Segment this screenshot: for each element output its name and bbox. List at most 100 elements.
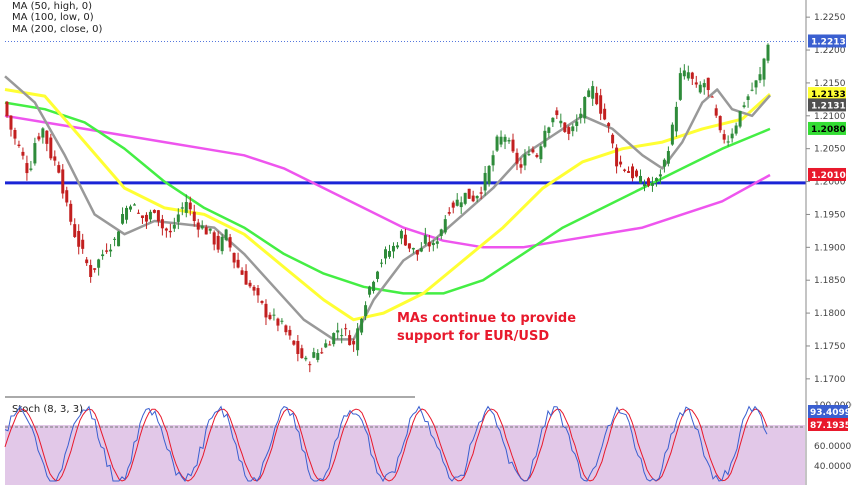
candle-body bbox=[180, 207, 184, 209]
candle-body bbox=[300, 348, 304, 359]
candle-body bbox=[244, 270, 248, 285]
annotation-line-1: MAs continue to provide bbox=[397, 311, 576, 326]
candle-body bbox=[678, 73, 682, 100]
candle-body bbox=[547, 127, 551, 133]
price-tick-label: 1.1950 bbox=[814, 210, 846, 220]
price-badge bbox=[808, 98, 846, 112]
candle-body bbox=[308, 364, 312, 366]
candle-body bbox=[551, 117, 555, 123]
candle-body bbox=[670, 124, 674, 145]
candle-body bbox=[387, 251, 391, 257]
candle-body bbox=[17, 144, 21, 146]
price-tick-label: 1.2200 bbox=[814, 46, 846, 56]
ma-yellow-line bbox=[4, 88, 772, 322]
moving-averages bbox=[4, 75, 772, 341]
candle-body bbox=[324, 343, 328, 348]
stoch-k-line bbox=[4, 405, 768, 483]
candle-body bbox=[352, 340, 356, 345]
annotation-line-2: support for EUR/USD bbox=[397, 329, 549, 344]
candle-body bbox=[21, 151, 25, 156]
candle-body bbox=[360, 318, 364, 333]
candle-body bbox=[129, 206, 133, 210]
candle-body bbox=[447, 212, 451, 214]
candle-body bbox=[336, 330, 340, 333]
candle-body bbox=[595, 92, 599, 105]
candle-body bbox=[407, 243, 411, 249]
candle-body bbox=[515, 152, 519, 164]
candle-body bbox=[5, 101, 9, 116]
candle-body bbox=[698, 84, 702, 93]
candle-body bbox=[475, 195, 479, 199]
candle-body bbox=[89, 265, 93, 277]
candle-body bbox=[499, 136, 503, 145]
price-panel bbox=[4, 40, 806, 398]
price-tick-label: 1.2250 bbox=[814, 13, 846, 23]
candle-body bbox=[288, 329, 292, 336]
candle-body bbox=[9, 115, 13, 130]
candle-body bbox=[758, 74, 762, 81]
candle-body bbox=[81, 239, 85, 249]
candle-body bbox=[591, 86, 595, 99]
candle-body bbox=[495, 136, 499, 151]
candle-body bbox=[216, 235, 220, 250]
candle-body bbox=[208, 228, 212, 231]
candle-body bbox=[686, 72, 690, 79]
candle-body bbox=[722, 134, 726, 140]
candle-body bbox=[41, 128, 45, 138]
price-tick-label: 1.2150 bbox=[814, 79, 846, 89]
candle-body bbox=[543, 130, 547, 147]
stoch-lines bbox=[4, 405, 768, 483]
stoch-d-line bbox=[4, 408, 768, 482]
candle-body bbox=[579, 113, 583, 118]
candle-body bbox=[587, 90, 591, 97]
candle-body bbox=[192, 211, 196, 221]
candle-body bbox=[730, 133, 734, 139]
candle-body bbox=[376, 271, 380, 279]
candle-body bbox=[364, 305, 368, 316]
candle-body bbox=[236, 259, 240, 268]
candle-body bbox=[491, 155, 495, 166]
candle-body bbox=[328, 344, 332, 346]
candle-body bbox=[754, 80, 758, 88]
candle-body bbox=[200, 225, 204, 229]
candle-body bbox=[121, 214, 125, 224]
stoch-badge-label: 87.1935 bbox=[810, 421, 851, 431]
candle-body bbox=[292, 340, 296, 345]
candle-body bbox=[25, 163, 29, 174]
candle-body bbox=[65, 190, 69, 203]
stoch-badge bbox=[808, 405, 848, 418]
candle-body bbox=[380, 262, 384, 264]
candle-body bbox=[631, 166, 635, 179]
candle-body bbox=[742, 105, 746, 108]
candle-body bbox=[196, 222, 200, 230]
candle-body bbox=[117, 231, 121, 247]
candle-body bbox=[29, 168, 33, 170]
candle-body bbox=[69, 203, 73, 222]
candle-body bbox=[411, 247, 415, 250]
price-axis: 1.2250 1.2200 1.2150 1.2100 1.2050 1.2000 1.19… bbox=[806, 13, 846, 385]
candle-body bbox=[435, 241, 439, 244]
candle-body bbox=[109, 249, 113, 252]
candle-body bbox=[682, 70, 686, 77]
price-tick-label: 1.2050 bbox=[814, 145, 846, 155]
candle-body bbox=[539, 146, 543, 160]
candle-body bbox=[316, 352, 320, 360]
candle-body bbox=[419, 248, 423, 252]
candle-body bbox=[37, 136, 41, 140]
candle-body bbox=[694, 82, 698, 85]
stoch-tick-label: 40.0000 bbox=[814, 462, 851, 472]
price-badge-label: 1.2133 bbox=[811, 90, 846, 100]
candle-body bbox=[503, 136, 507, 142]
candle-body bbox=[312, 352, 316, 358]
candle-body bbox=[483, 172, 487, 191]
candle-body bbox=[33, 143, 37, 164]
stoch-badges: 93.4099 87.1935 bbox=[808, 405, 851, 431]
price-badge bbox=[808, 34, 846, 48]
candle-body bbox=[105, 250, 109, 252]
candle-body bbox=[479, 192, 483, 194]
stoch-badge bbox=[808, 418, 848, 431]
candle-body bbox=[603, 108, 607, 120]
legend-ma50: MA (50, high, 0) bbox=[12, 1, 92, 12]
candle-body bbox=[280, 320, 284, 322]
